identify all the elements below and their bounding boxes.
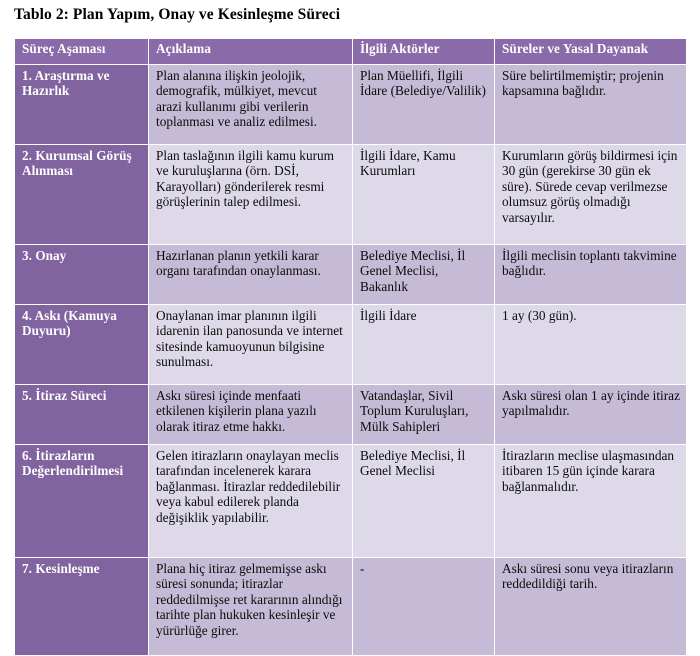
cell-description: Onaylanan imar planının ilgili idarenin …: [148, 304, 353, 385]
cell-duration: 1 ay (30 gün).: [494, 304, 687, 385]
cell-description: Plan taslağının ilgili kamu kurum ve kur…: [148, 144, 353, 245]
cell-duration: İlgili meclisin toplantı takvimine bağlı…: [494, 244, 687, 305]
cell-stage: 5. İtiraz Süreci: [14, 384, 149, 445]
cell-actors: İlgili İdare: [352, 304, 495, 385]
cell-description: Hazırlanan planın yetkili karar organı t…: [148, 244, 353, 305]
cell-stage: 7. Kesinleşme: [14, 557, 149, 656]
table-header: Süreç Aşaması Açıklama İlgili Aktörler S…: [14, 38, 687, 65]
cell-duration: Askı süresi olan 1 ay içinde itiraz yapı…: [494, 384, 687, 445]
cell-description: Askı süresi içinde menfaati etkilenen ki…: [148, 384, 353, 445]
table-row: 1. Araştırma ve Hazırlık Plan alanına il…: [14, 64, 687, 145]
cell-actors: İlgili İdare, Kamu Kurumları: [352, 144, 495, 245]
cell-actors: Vatandaşlar, Sivil Toplum Kuruluşları, M…: [352, 384, 495, 445]
table-body: 1. Araştırma ve Hazırlık Plan alanına il…: [14, 64, 687, 656]
column-header-actors: İlgili Aktörler: [352, 38, 495, 65]
column-header-description: Açıklama: [148, 38, 353, 65]
cell-actors: -: [352, 557, 495, 656]
page-title: Tablo 2: Plan Yapım, Onay ve Kesinleşme …: [14, 6, 341, 23]
table-row: 3. Onay Hazırlanan planın yetkili karar …: [14, 244, 687, 305]
cell-duration: İtirazların meclise ulaşmasından itibare…: [494, 444, 687, 558]
table-row: 2. Kurumsal Görüş Alınması Plan taslağın…: [14, 144, 687, 245]
table-header-row: Süreç Aşaması Açıklama İlgili Aktörler S…: [14, 38, 687, 65]
page-root: Tablo 2: Plan Yapım, Onay ve Kesinleşme …: [14, 6, 687, 656]
cell-description: Plana hiç itiraz gelmemişse askı süresi …: [148, 557, 353, 656]
cell-stage: 2. Kurumsal Görüş Alınması: [14, 144, 149, 245]
table-row: 6. İtirazların Değerlendirilmesi Gelen i…: [14, 444, 687, 558]
cell-stage: 4. Askı (Kamuya Duyuru): [14, 304, 149, 385]
cell-stage: 3. Onay: [14, 244, 149, 305]
cell-stage: 6. İtirazların Değerlendirilmesi: [14, 444, 149, 558]
planning-process-table: Süreç Aşaması Açıklama İlgili Aktörler S…: [14, 38, 687, 656]
cell-duration: Askı süresi sonu veya itirazların redded…: [494, 557, 687, 656]
cell-actors: Belediye Meclisi, İl Genel Meclisi: [352, 444, 495, 558]
cell-description: Plan alanına ilişkin jeolojik, demografi…: [148, 64, 353, 145]
cell-description: Gelen itirazların onaylayan meclis taraf…: [148, 444, 353, 558]
cell-actors: Plan Müellifi, İlgili İdare (Belediye/Va…: [352, 64, 495, 145]
cell-duration: Kurumların görüş bildirmesi için 30 gün …: [494, 144, 687, 245]
table-row: 7. Kesinleşme Plana hiç itiraz gelmemişs…: [14, 557, 687, 656]
column-header-duration: Süreler ve Yasal Dayanak: [494, 38, 687, 65]
column-header-stage: Süreç Aşaması: [14, 38, 149, 65]
table-row: 5. İtiraz Süreci Askı süresi içinde menf…: [14, 384, 687, 445]
table-row: 4. Askı (Kamuya Duyuru) Onaylanan imar p…: [14, 304, 687, 385]
cell-actors: Belediye Meclisi, İl Genel Meclisi, Baka…: [352, 244, 495, 305]
cell-duration: Süre belirtilmemiştir; projenin kapsamın…: [494, 64, 687, 145]
cell-stage: 1. Araştırma ve Hazırlık: [14, 64, 149, 145]
